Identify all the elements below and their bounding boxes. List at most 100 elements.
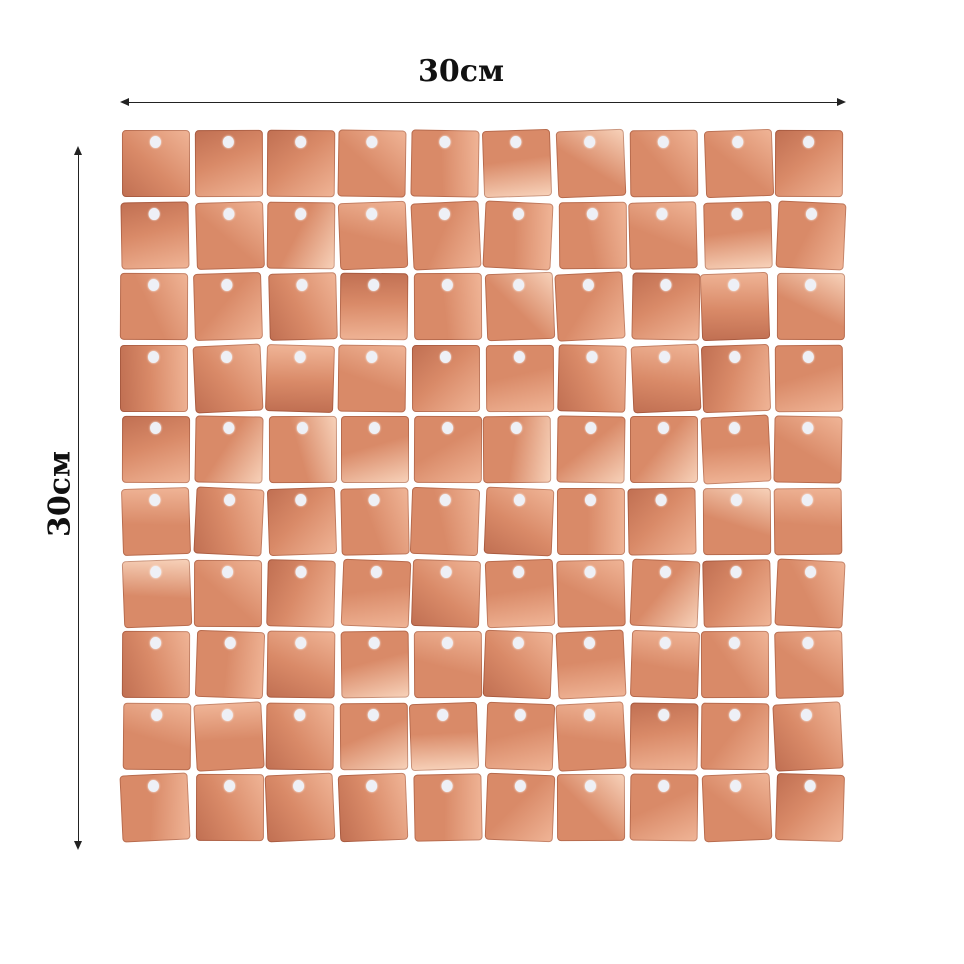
hanging-hole xyxy=(586,350,598,363)
sequin-tile xyxy=(265,702,335,771)
sequin-tile xyxy=(484,773,556,843)
sequin-tile xyxy=(776,273,845,341)
sequin-tile xyxy=(629,702,699,771)
sequin-tile xyxy=(266,201,336,269)
sequin-tile xyxy=(194,129,263,198)
hanging-hole xyxy=(220,350,233,364)
hanging-hole xyxy=(150,708,162,721)
sequin-tile xyxy=(410,129,480,198)
sequin-tile xyxy=(485,344,555,412)
hanging-hole xyxy=(294,207,307,220)
hanging-hole xyxy=(511,422,523,435)
hanging-hole xyxy=(659,279,672,292)
sequin-tile xyxy=(774,557,846,629)
hanging-hole xyxy=(369,637,381,650)
sequin-tile xyxy=(268,272,338,342)
hanging-hole xyxy=(293,708,305,721)
hanging-hole xyxy=(728,422,741,435)
sequin-tile xyxy=(410,200,482,271)
hanging-hole xyxy=(582,278,595,292)
hanging-hole xyxy=(440,565,452,578)
sequin-tile xyxy=(774,630,845,700)
sequin-tile xyxy=(484,701,556,772)
sequin-tile xyxy=(337,773,409,843)
sequin-tile xyxy=(630,343,702,414)
hanging-hole xyxy=(658,135,670,149)
sequin-tile xyxy=(701,772,773,843)
sequin-tile xyxy=(484,271,556,342)
hanging-hole xyxy=(804,780,816,793)
sequin-tile xyxy=(629,558,701,629)
hanging-hole xyxy=(659,637,671,650)
sequin-tile xyxy=(631,272,701,341)
hanging-hole xyxy=(584,565,596,578)
hanging-hole xyxy=(802,422,814,435)
hanging-hole xyxy=(441,637,453,650)
sequin-tile xyxy=(556,774,625,842)
hanging-hole xyxy=(513,636,525,650)
sequin-tile xyxy=(266,558,336,628)
arrow-down-icon xyxy=(74,841,82,850)
hanging-hole xyxy=(657,422,669,435)
sequin-tile xyxy=(772,701,845,772)
hanging-hole xyxy=(730,493,742,507)
sequin-tile xyxy=(482,200,554,271)
hanging-hole xyxy=(584,780,596,793)
hanging-hole xyxy=(223,207,235,220)
hanging-hole xyxy=(150,637,162,650)
sequin-tile xyxy=(700,414,772,485)
sequin-tile xyxy=(193,559,262,627)
sequin-tile xyxy=(337,344,407,413)
hanging-hole xyxy=(802,350,814,363)
sequin-tile xyxy=(627,487,697,556)
sequin-tile xyxy=(121,558,193,628)
arrow-up-icon xyxy=(74,146,82,155)
hanging-hole xyxy=(148,207,161,220)
hanging-hole xyxy=(584,135,596,149)
hanging-hole xyxy=(294,350,306,363)
hanging-hole xyxy=(437,708,449,722)
sequin-tile xyxy=(413,631,483,699)
hanging-hole xyxy=(514,780,526,793)
sequin-tile xyxy=(702,487,772,556)
hanging-hole xyxy=(221,565,233,578)
hanging-hole xyxy=(439,493,452,507)
hanging-hole xyxy=(294,135,307,149)
sequin-tile xyxy=(266,486,337,557)
hanging-hole xyxy=(223,493,235,507)
sequin-tile xyxy=(482,128,553,199)
sequin-tile xyxy=(556,487,625,556)
hanging-hole xyxy=(513,279,525,292)
sequin-tile xyxy=(122,702,191,771)
sequin-tile xyxy=(340,702,409,771)
hanging-hole xyxy=(513,207,525,220)
width-dimension-line xyxy=(126,102,840,103)
sequin-tile xyxy=(774,344,844,413)
sequin-tile xyxy=(774,129,843,198)
sequin-tile xyxy=(194,415,264,484)
hanging-hole xyxy=(729,780,742,793)
width-label: 30см xyxy=(418,54,505,89)
hanging-hole xyxy=(438,207,451,220)
hanging-hole xyxy=(148,279,160,292)
hanging-hole xyxy=(147,780,160,793)
hanging-hole xyxy=(368,493,381,507)
hanging-hole xyxy=(729,637,741,650)
hanging-hole xyxy=(149,493,161,507)
sequin-tile xyxy=(775,773,846,843)
sequin-tile xyxy=(196,774,265,842)
sequin-tile xyxy=(629,773,699,842)
hanging-hole xyxy=(586,207,598,220)
hanging-hole xyxy=(368,708,380,721)
sequin-tile xyxy=(337,129,407,198)
hanging-hole xyxy=(224,636,236,650)
sequin-tile xyxy=(120,201,190,270)
hanging-hole xyxy=(221,708,233,722)
hanging-hole xyxy=(370,565,382,578)
sequin-tile xyxy=(121,486,192,557)
sequin-tile xyxy=(409,701,480,771)
sequin-tile xyxy=(555,701,627,772)
sequin-tile xyxy=(700,343,772,413)
sequin-tile xyxy=(554,271,626,342)
hanging-hole xyxy=(149,422,161,435)
